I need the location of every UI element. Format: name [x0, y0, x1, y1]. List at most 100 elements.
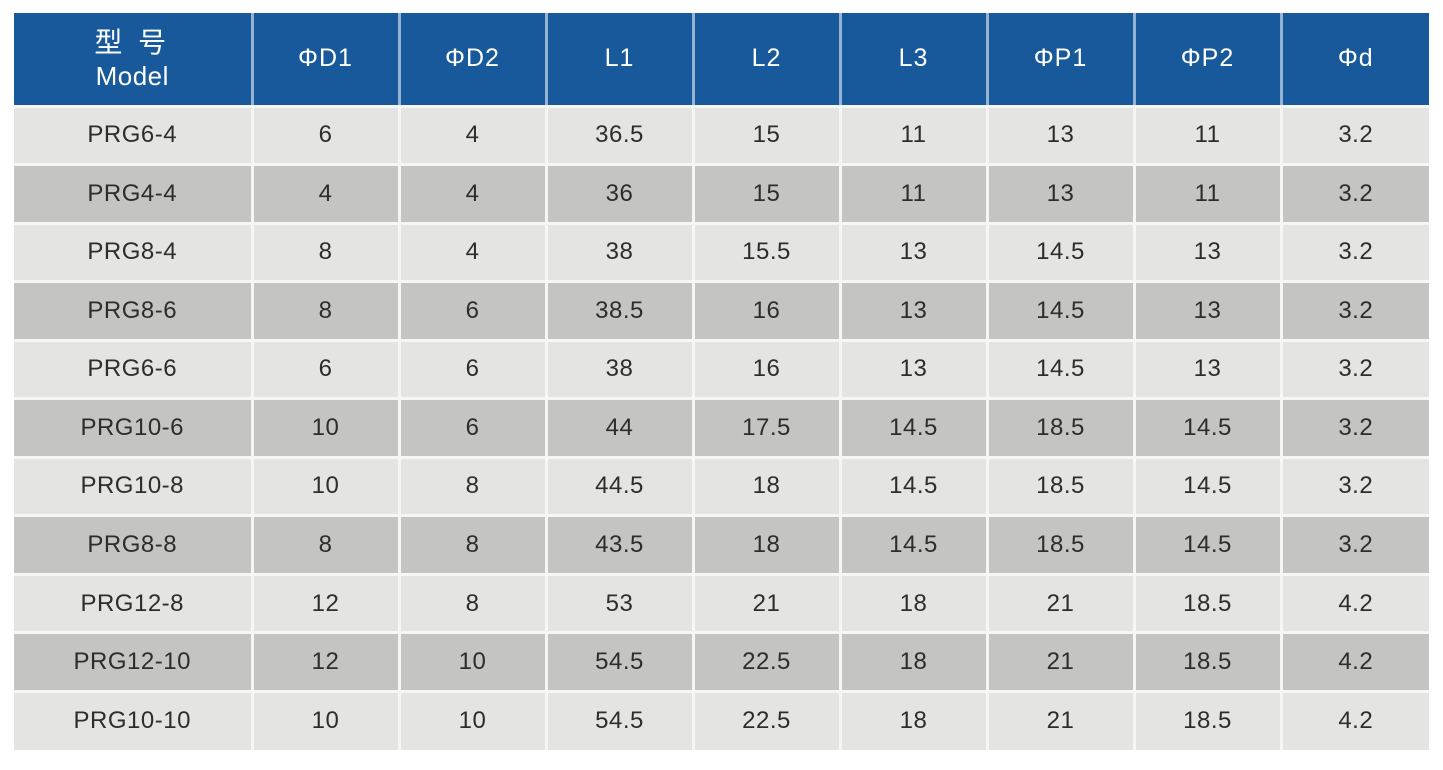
value-cell: 15	[693, 106, 842, 167]
value-cell: 36.5	[546, 106, 695, 167]
value-cell: 3.2	[1281, 398, 1429, 459]
value-cell: 12	[252, 574, 401, 635]
value-cell: 13	[840, 281, 989, 342]
value-cell: 13	[840, 223, 989, 284]
value-cell: 18	[840, 632, 989, 693]
value-cell: 14.5	[840, 457, 989, 518]
value-cell: 4	[252, 164, 401, 225]
value-cell: 6	[399, 340, 548, 401]
value-cell: 18.5	[1134, 632, 1283, 693]
value-cell: 11	[1134, 164, 1283, 225]
value-cell: 15.5	[693, 223, 842, 284]
value-cell: 4	[399, 106, 548, 167]
value-cell: 38	[546, 223, 695, 284]
value-cell: 21	[987, 574, 1136, 635]
model-cell: PRG8-8	[14, 515, 254, 576]
value-cell: 8	[399, 515, 548, 576]
value-cell: 6	[252, 106, 401, 167]
value-cell: 3.2	[1281, 281, 1429, 342]
value-cell: 13	[1134, 340, 1283, 401]
value-cell: 21	[987, 632, 1136, 693]
spec-table: 型 号 Model ΦD1 ΦD2 L1 L2 L3 ΦP1 ΦP2 Φd PR…	[14, 13, 1429, 750]
value-cell: 8	[399, 457, 548, 518]
value-cell: 36	[546, 164, 695, 225]
value-cell: 18	[693, 457, 842, 518]
table-row: PRG6-6 6 6 38 16 13 14.5 13 3.2	[14, 340, 1429, 401]
value-cell: 14.5	[987, 340, 1136, 401]
table-row: PRG8-8 8 8 43.5 18 14.5 18.5 14.5 3.2	[14, 515, 1429, 576]
value-cell: 10	[399, 691, 548, 750]
value-cell: 14.5	[840, 398, 989, 459]
value-cell: 6	[399, 398, 548, 459]
value-cell: 10	[252, 691, 401, 750]
col-header-l3: L3	[840, 13, 989, 108]
table-row: PRG10-10 10 10 54.5 22.5 18 21 18.5 4.2	[14, 691, 1429, 750]
col-header-p1: ΦP1	[987, 13, 1136, 108]
value-cell: 14.5	[987, 223, 1136, 284]
model-cell: PRG10-6	[14, 398, 254, 459]
value-cell: 8	[252, 223, 401, 284]
value-cell: 3.2	[1281, 164, 1429, 225]
col-header-model-en: Model	[95, 61, 169, 91]
value-cell: 18.5	[987, 457, 1136, 518]
value-cell: 13	[987, 106, 1136, 167]
col-header-d1: ΦD1	[252, 13, 401, 108]
col-header-l1: L1	[546, 13, 695, 108]
value-cell: 14.5	[840, 515, 989, 576]
table-header: 型 号 Model ΦD1 ΦD2 L1 L2 L3 ΦP1 ΦP2 Φd	[14, 13, 1429, 108]
value-cell: 21	[693, 574, 842, 635]
value-cell: 43.5	[546, 515, 695, 576]
table-row: PRG8-6 8 6 38.5 16 13 14.5 13 3.2	[14, 281, 1429, 342]
model-cell: PRG4-4	[14, 164, 254, 225]
value-cell: 18.5	[987, 398, 1136, 459]
value-cell: 12	[252, 632, 401, 693]
value-cell: 13	[1134, 223, 1283, 284]
col-header-p2: ΦP2	[1134, 13, 1283, 108]
value-cell: 11	[840, 164, 989, 225]
spec-table-container: 型 号 Model ΦD1 ΦD2 L1 L2 L3 ΦP1 ΦP2 Φd PR…	[14, 13, 1429, 750]
col-header-model: 型 号 Model	[14, 13, 254, 108]
value-cell: 17.5	[693, 398, 842, 459]
value-cell: 18.5	[1134, 574, 1283, 635]
value-cell: 54.5	[546, 691, 695, 750]
table-row: PRG4-4 4 4 36 15 11 13 11 3.2	[14, 164, 1429, 225]
col-header-d2: ΦD2	[399, 13, 548, 108]
model-cell: PRG8-4	[14, 223, 254, 284]
value-cell: 18	[693, 515, 842, 576]
value-cell: 44	[546, 398, 695, 459]
col-header-model-zh: 型 号	[94, 27, 171, 58]
value-cell: 3.2	[1281, 457, 1429, 518]
table-row: PRG6-4 6 4 36.5 15 11 13 11 3.2	[14, 106, 1429, 167]
value-cell: 4	[399, 223, 548, 284]
model-cell: PRG12-10	[14, 632, 254, 693]
value-cell: 54.5	[546, 632, 695, 693]
value-cell: 10	[252, 457, 401, 518]
value-cell: 44.5	[546, 457, 695, 518]
value-cell: 18	[840, 691, 989, 750]
value-cell: 13	[1134, 281, 1283, 342]
value-cell: 4.2	[1281, 632, 1429, 693]
value-cell: 3.2	[1281, 223, 1429, 284]
value-cell: 11	[1134, 106, 1283, 167]
value-cell: 53	[546, 574, 695, 635]
table-body: PRG6-4 6 4 36.5 15 11 13 11 3.2 PRG4-4 4 4 36 15 11…	[14, 106, 1429, 750]
value-cell: 8	[399, 574, 548, 635]
value-cell: 38.5	[546, 281, 695, 342]
value-cell: 4.2	[1281, 691, 1429, 750]
value-cell: 15	[693, 164, 842, 225]
value-cell: 13	[987, 164, 1136, 225]
model-cell: PRG8-6	[14, 281, 254, 342]
value-cell: 4.2	[1281, 574, 1429, 635]
value-cell: 3.2	[1281, 340, 1429, 401]
table-row: PRG8-4 8 4 38 15.5 13 14.5 13 3.2	[14, 223, 1429, 284]
col-header-d: Φd	[1281, 13, 1429, 108]
table-row: PRG12-10 12 10 54.5 22.5 18 21 18.5 4.2	[14, 632, 1429, 693]
model-cell: PRG6-6	[14, 340, 254, 401]
value-cell: 14.5	[1134, 457, 1283, 518]
value-cell: 14.5	[1134, 515, 1283, 576]
value-cell: 38	[546, 340, 695, 401]
table-row: PRG10-8 10 8 44.5 18 14.5 18.5 14.5 3.2	[14, 457, 1429, 518]
value-cell: 16	[693, 340, 842, 401]
value-cell: 21	[987, 691, 1136, 750]
col-header-l2: L2	[693, 13, 842, 108]
